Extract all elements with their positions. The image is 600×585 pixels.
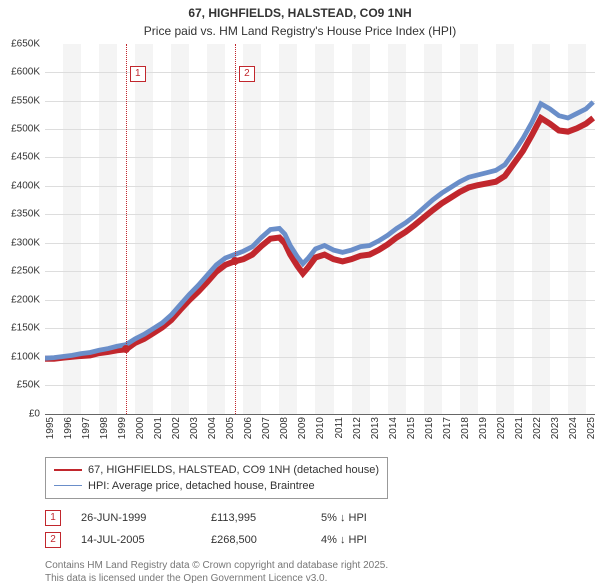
x-tick-label: 2014: [388, 417, 399, 439]
chart-title: 67, HIGHFIELDS, HALSTEAD, CO9 1NH: [0, 0, 600, 24]
event-marker-box: 1: [130, 66, 146, 82]
event-pct: 4% ↓ HPI: [321, 534, 401, 546]
event-pct: 5% ↓ HPI: [321, 512, 401, 524]
y-tick-label: £200K: [0, 294, 40, 305]
event-table: 1 26-JUN-1999 £113,995 5% ↓ HPI 2 14-JUL-2005…: [45, 507, 590, 551]
x-tick-label: 2002: [171, 417, 182, 439]
y-tick-label: £650K: [0, 38, 40, 49]
x-tick-label: 2004: [207, 417, 218, 439]
y-tick-label: £350K: [0, 209, 40, 220]
x-tick-label: 2005: [225, 417, 236, 439]
y-axis: £0£50K£100K£150K£200K£250K£300K£350K£400…: [0, 44, 40, 414]
event-row: 1 26-JUN-1999 £113,995 5% ↓ HPI: [45, 507, 590, 529]
y-tick-label: £600K: [0, 67, 40, 78]
x-tick-label: 1996: [63, 417, 74, 439]
line-series-svg: [45, 44, 595, 414]
event-date: 26-JUN-1999: [81, 512, 191, 524]
footnote-line-1: Contains HM Land Registry data © Crown c…: [45, 559, 590, 572]
x-tick-label: 2001: [153, 417, 164, 439]
x-tick-label: 2011: [334, 417, 345, 439]
event-price: £268,500: [211, 534, 301, 546]
event-price: £113,995: [211, 512, 301, 524]
x-tick-label: 2025: [586, 417, 597, 439]
x-tick-label: 2003: [189, 417, 200, 439]
event-date: 14-JUL-2005: [81, 534, 191, 546]
x-tick-label: 2017: [442, 417, 453, 439]
y-tick-label: £500K: [0, 123, 40, 134]
y-tick-label: £550K: [0, 95, 40, 106]
legend: 67, HIGHFIELDS, HALSTEAD, CO9 1NH (detac…: [45, 457, 590, 499]
legend-row: 67, HIGHFIELDS, HALSTEAD, CO9 1NH (detac…: [54, 462, 379, 478]
x-tick-label: 2021: [514, 417, 525, 439]
x-tick-label: 1999: [117, 417, 128, 439]
x-tick-label: 2020: [496, 417, 507, 439]
x-tick-label: 1995: [45, 417, 56, 439]
legend-row: HPI: Average price, detached house, Brai…: [54, 478, 379, 494]
x-tick-label: 2000: [135, 417, 146, 439]
x-tick-label: 1998: [99, 417, 110, 439]
x-tick-label: 2007: [261, 417, 272, 439]
event-marker-box: 2: [239, 66, 255, 82]
y-tick-label: £250K: [0, 266, 40, 277]
x-tick-label: 2023: [550, 417, 561, 439]
event-row: 2 14-JUL-2005 £268,500 4% ↓ HPI: [45, 529, 590, 551]
x-tick-label: 2009: [297, 417, 308, 439]
x-tick-label: 2006: [243, 417, 254, 439]
x-tick-label: 2008: [279, 417, 290, 439]
event-row-marker: 2: [45, 532, 61, 548]
x-tick-label: 2022: [532, 417, 543, 439]
y-tick-label: £150K: [0, 323, 40, 334]
x-tick-label: 1997: [81, 417, 92, 439]
y-tick-label: £50K: [0, 380, 40, 391]
legend-box: 67, HIGHFIELDS, HALSTEAD, CO9 1NH (detac…: [45, 457, 388, 499]
chart-subtitle: Price paid vs. HM Land Registry's House …: [0, 24, 600, 44]
series-line: [45, 102, 593, 358]
x-tick-label: 2016: [424, 417, 435, 439]
y-tick-label: £0: [0, 408, 40, 419]
x-tick-label: 2019: [478, 417, 489, 439]
event-vline: [235, 44, 236, 414]
event-vline: [126, 44, 127, 414]
x-tick-label: 2018: [460, 417, 471, 439]
event-row-marker: 1: [45, 510, 61, 526]
legend-label: HPI: Average price, detached house, Brai…: [88, 478, 315, 494]
footnote: Contains HM Land Registry data © Crown c…: [45, 559, 590, 585]
legend-swatch: [54, 469, 82, 471]
legend-swatch: [54, 485, 82, 486]
x-axis: 1995 1996 1997 1998 1999 2000 2001 2002 2003 2004…: [45, 415, 595, 451]
y-tick-label: £300K: [0, 237, 40, 248]
legend-label: 67, HIGHFIELDS, HALSTEAD, CO9 1NH (detac…: [88, 462, 379, 478]
x-tick-label: 2015: [406, 417, 417, 439]
y-tick-label: £100K: [0, 351, 40, 362]
footnote-line-2: This data is licensed under the Open Gov…: [45, 572, 590, 585]
x-tick-label: 2024: [568, 417, 579, 439]
x-tick-label: 2012: [352, 417, 363, 439]
event-dot: [122, 345, 130, 353]
chart-plot-area: £0£50K£100K£150K£200K£250K£300K£350K£400…: [45, 44, 595, 415]
y-tick-label: £400K: [0, 180, 40, 191]
event-dot: [231, 257, 239, 265]
y-tick-label: £450K: [0, 152, 40, 163]
x-tick-label: 2010: [315, 417, 326, 439]
x-tick-label: 2013: [370, 417, 381, 439]
